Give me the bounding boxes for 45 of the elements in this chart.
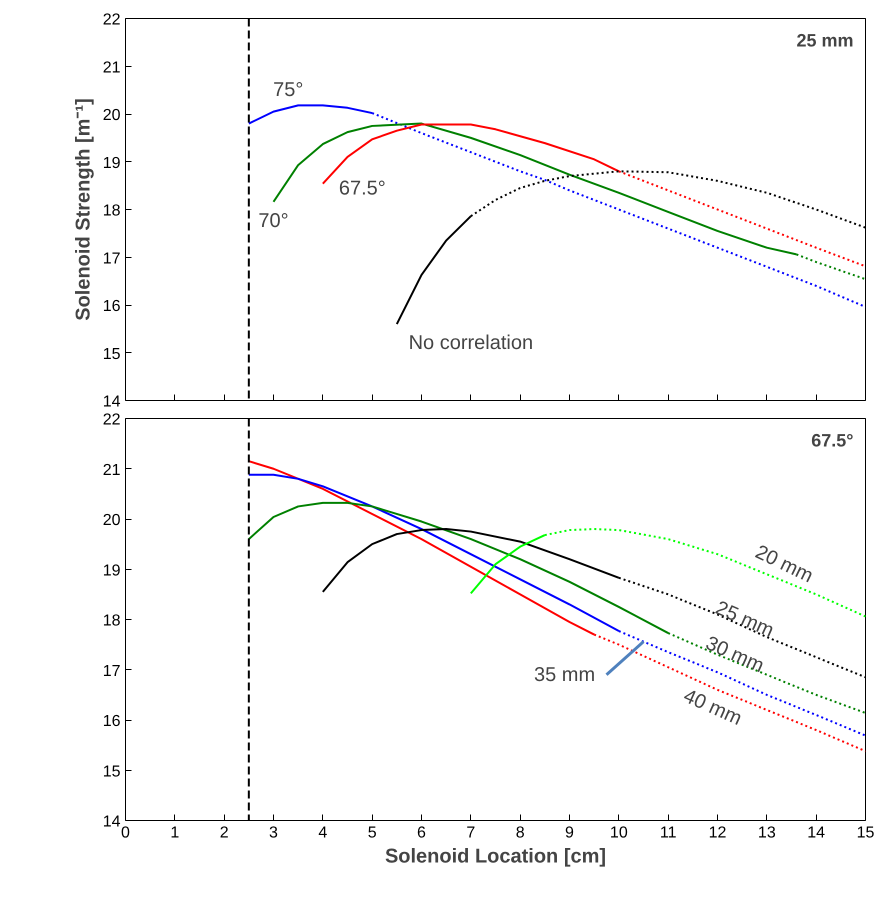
text: 67.5°: [811, 430, 854, 450]
y-tick-label: 19: [102, 562, 121, 580]
series-label: 70°: [258, 210, 289, 232]
y-tick-label: 20: [102, 107, 121, 124]
text: 40 mm: [680, 684, 745, 730]
x-tick-label: 15: [856, 824, 874, 842]
x-tick-label: 2: [220, 824, 229, 842]
series-label: 75°: [273, 79, 304, 102]
y-tick-label: 16: [102, 298, 121, 315]
x-tick-label: 0: [121, 824, 130, 842]
y-tick-label: 14: [102, 814, 121, 830]
x-tick-label: 5: [368, 824, 377, 842]
y-tick-label: 15: [102, 346, 121, 363]
x-tick-label: 9: [565, 824, 574, 842]
series-label: No correlation: [408, 332, 534, 354]
x-tick-label: 13: [758, 824, 776, 842]
x-tick-label: 1: [170, 824, 180, 842]
y-tick-label: 16: [102, 713, 121, 730]
y-tick-label: 17: [102, 250, 121, 268]
x-tick-label: 3: [269, 824, 278, 842]
x-tick-label: 12: [708, 824, 726, 842]
x-tick-label: 6: [417, 824, 426, 842]
y-tick-label: 21: [102, 59, 121, 76]
y-tick-label: 18: [102, 202, 121, 220]
x-tick-label: 14: [807, 824, 826, 842]
y-tick-label: 19: [102, 154, 121, 172]
x-tick-label: 10: [610, 824, 628, 842]
y-tick-label: 17: [102, 662, 121, 680]
x-tick-label: 4: [318, 824, 328, 842]
y-tick-label: 22: [102, 12, 121, 28]
y-tick-label: 20: [102, 512, 121, 529]
y-tick-label: 22: [102, 412, 121, 428]
x-tick-label: 8: [516, 824, 525, 842]
x-tick-label: 7: [466, 824, 476, 842]
text: 20 mm: [752, 541, 816, 588]
text: 25 mm: [796, 30, 854, 50]
series-label: 67.5°: [338, 177, 386, 200]
text: 35 mm: [534, 664, 596, 686]
x-axis-title: Solenoid Location [cm]: [384, 846, 606, 868]
y-tick-label: 14: [102, 394, 121, 410]
y-axis-title: Solenoid Strength [m⁻¹]: [72, 98, 95, 321]
y-tick-label: 18: [102, 612, 121, 630]
x-tick-label: 11: [660, 824, 677, 842]
y-tick-label: 21: [102, 462, 121, 479]
y-tick-label: 15: [102, 763, 121, 780]
